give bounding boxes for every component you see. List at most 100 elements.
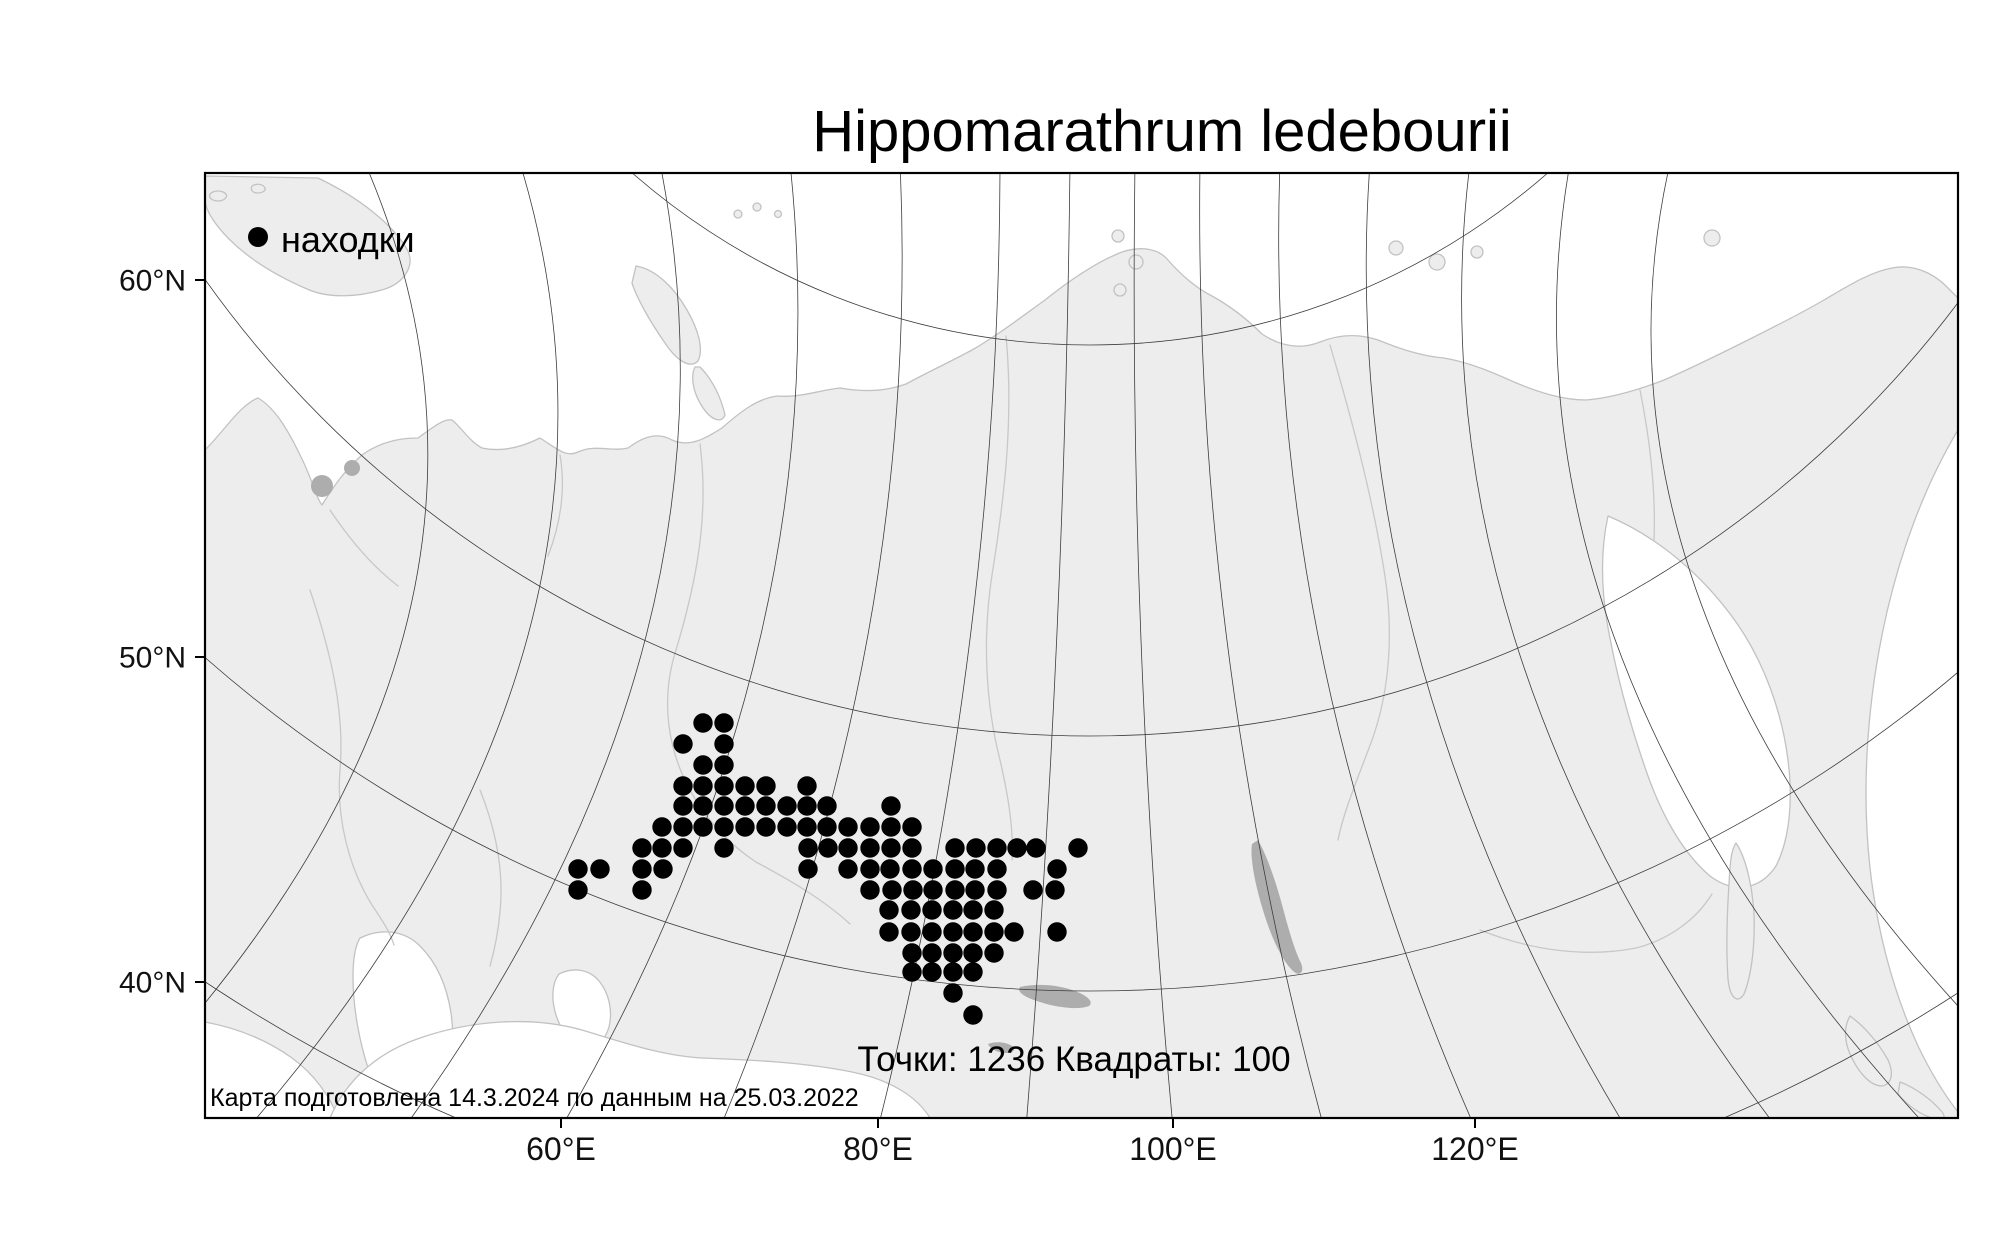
occurrence-dot xyxy=(963,900,983,920)
occurrence-dot xyxy=(735,817,755,837)
occurrence-dot xyxy=(673,796,693,816)
occurrence-dot xyxy=(756,796,776,816)
occurrence-dot xyxy=(879,922,899,942)
occurrence-dot xyxy=(798,838,818,858)
occurrence-dot xyxy=(1068,838,1088,858)
occurrence-dot xyxy=(945,859,965,879)
novaya-zemlya-north-island xyxy=(631,265,702,365)
occurrence-dot xyxy=(714,776,734,796)
river-dvina xyxy=(329,509,399,587)
occurrence-dot xyxy=(1026,838,1046,858)
occurrence-dot xyxy=(777,796,797,816)
occurrence-dot xyxy=(901,900,921,920)
map-frame xyxy=(203,171,1960,1120)
occurrence-dot xyxy=(987,859,1007,879)
occurrence-dot xyxy=(652,838,672,858)
x-axis-label: 120°E xyxy=(1431,1131,1519,1167)
occurrence-dot xyxy=(632,838,652,858)
occurrence-dot xyxy=(1045,880,1065,900)
occurrence-dot xyxy=(673,776,693,796)
svalbard-island xyxy=(250,183,266,194)
japan-island xyxy=(1897,1081,1945,1118)
occurrence-dots-layer xyxy=(568,713,1088,1025)
occurrence-dot xyxy=(943,922,963,942)
x-axis-label: 100°E xyxy=(1129,1131,1217,1167)
occurrence-dot xyxy=(693,796,713,816)
occurrence-dot xyxy=(756,776,776,796)
occurrence-dot xyxy=(818,838,838,858)
river-kolyma xyxy=(1639,389,1656,541)
occurrence-dot xyxy=(987,880,1007,900)
occurrence-dot xyxy=(652,817,672,837)
occurrence-dot xyxy=(902,943,922,963)
severnaya-zemlya-island xyxy=(1113,283,1127,297)
occurrence-dot xyxy=(963,1005,983,1025)
occurrence-dot xyxy=(1004,922,1024,942)
occurrence-dot xyxy=(1047,922,1067,942)
occurrence-dot xyxy=(901,922,921,942)
meridian-line xyxy=(1278,173,1472,1118)
occurrence-dot xyxy=(923,859,943,879)
occurrence-dot xyxy=(714,817,734,837)
occurrence-dot xyxy=(881,817,901,837)
lake-issyk-kul xyxy=(988,1042,1014,1053)
occurrence-dot xyxy=(943,900,963,920)
occurrence-dot xyxy=(984,943,1004,963)
occurrence-dot xyxy=(966,838,986,858)
axis-layer: 60°N 50°N 40°N 60°E 80°E 100°E 120°E xyxy=(119,265,1519,1168)
franz-josef-island xyxy=(733,209,743,219)
occurrence-dot xyxy=(673,734,693,754)
occurrence-dot xyxy=(880,859,900,879)
occurrence-dot xyxy=(797,776,817,796)
occurrence-dot xyxy=(965,880,985,900)
occurrence-dot xyxy=(693,755,713,775)
occurrence-dot xyxy=(735,796,755,816)
occurrence-dot xyxy=(798,859,818,879)
occurrence-dot xyxy=(632,880,652,900)
occurrence-dot xyxy=(693,817,713,837)
legend-label: находки xyxy=(281,219,415,260)
occurrence-dot xyxy=(714,796,734,816)
occurrence-dot xyxy=(1023,880,1043,900)
occurrence-dot xyxy=(945,880,965,900)
occurrence-dot xyxy=(902,859,922,879)
map-caption: Карта подготовлена 14.3.2024 по данным н… xyxy=(210,1084,859,1112)
legend-marker-icon xyxy=(248,227,268,247)
meridian-line xyxy=(205,173,429,1004)
stats-text: Точки: 1236 Квадраты: 100 xyxy=(857,1040,1291,1079)
occurrence-dot xyxy=(943,983,963,1003)
parallel-line xyxy=(631,173,1549,346)
new-siberian-island xyxy=(1428,253,1446,271)
occurrence-dot xyxy=(777,817,797,837)
occurrence-dot xyxy=(965,859,985,879)
severnaya-zemlya-island xyxy=(1128,254,1144,270)
occurrence-dot xyxy=(922,922,942,942)
meridian-line xyxy=(1199,173,1322,1118)
occurrence-dot xyxy=(860,880,880,900)
franz-josef-island xyxy=(752,202,762,212)
wrangel-island xyxy=(1703,229,1721,247)
rivers xyxy=(309,335,1713,967)
occurrence-dot xyxy=(902,817,922,837)
sakhalin-island xyxy=(1726,842,1755,1000)
occurrence-dot xyxy=(987,838,1007,858)
occurrence-dot xyxy=(923,880,943,900)
occurrence-dot xyxy=(714,734,734,754)
pacific-ocean xyxy=(1865,429,1958,1113)
occurrence-dot xyxy=(860,817,880,837)
river-yenisei xyxy=(985,335,1014,861)
occurrence-dot xyxy=(903,880,923,900)
occurrence-dot xyxy=(945,838,965,858)
new-siberian-island xyxy=(1388,240,1404,256)
meridian-line xyxy=(410,173,681,1118)
occurrence-dot xyxy=(714,713,734,733)
occurrence-dot xyxy=(943,943,963,963)
river-pechora xyxy=(547,454,564,557)
occurrence-dot xyxy=(756,817,776,837)
x-axis-label: 60°E xyxy=(526,1131,596,1167)
meridian-line xyxy=(723,173,903,1118)
occurrence-dot xyxy=(632,859,652,879)
